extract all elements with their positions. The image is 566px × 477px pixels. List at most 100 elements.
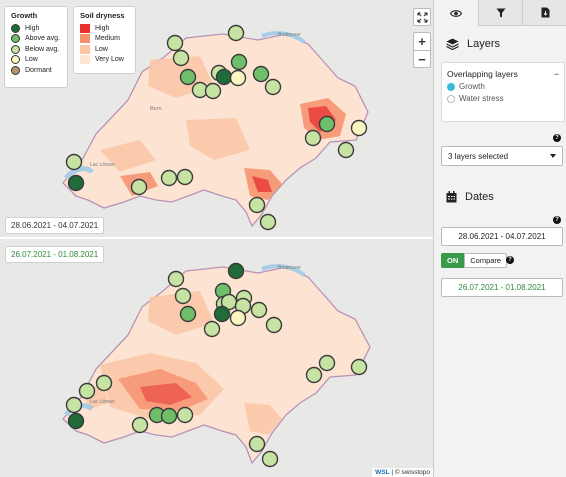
compare-label[interactable]: Compare [464,253,508,268]
growth-top-marker[interactable] [65,153,83,171]
overlap-option-water-stress[interactable]: Water stress [447,94,559,103]
map-area[interactable]: Bodensee Bern Lac Léman [0,0,433,477]
map-attribution: WSL | © swisstopo [372,468,433,477]
growth-bottom-marker[interactable] [160,407,178,425]
label-lac-leman-bottom: Lac Léman [90,399,115,405]
map-panel-bottom[interactable]: Bodensee Lac Léman [0,239,433,477]
growth-bottom-marker[interactable] [318,354,336,372]
growth-bottom-marker[interactable] [131,416,149,434]
overlapping-layers-box: Overlapping layers − Growth Water stress [441,62,565,122]
soil-legend-swatch [80,55,90,65]
growth-top-marker[interactable] [67,174,85,192]
growth-legend-row: Below avg. [11,44,61,55]
growth-legend-title: Growth [11,11,38,20]
growth-top-marker[interactable] [215,68,233,86]
calendar-icon [446,191,457,203]
growth-legend-swatch [11,44,20,54]
growth-top-marker[interactable] [229,69,247,87]
growth-bottom-marker[interactable] [176,406,194,424]
growth-top-marker[interactable] [318,115,336,133]
eye-icon [449,9,462,17]
compare-toggle[interactable]: ON Compare [441,253,508,268]
map-date-label-bottom: 26.07.2021 - 01.08.2021 [5,246,105,263]
growth-top-marker[interactable] [166,34,184,52]
growth-bottom-marker[interactable] [179,305,197,323]
tab-layers[interactable] [434,0,478,26]
growth-bottom-marker[interactable] [65,396,83,414]
growth-legend-label: High [25,24,40,32]
soil-legend-swatch [80,23,90,33]
radio-growth[interactable] [447,82,455,91]
growth-top-marker[interactable] [304,129,322,147]
growth-top-marker[interactable] [160,169,178,187]
help-icon-layers[interactable]: ? [553,134,561,142]
zoom-out-button[interactable]: − [413,50,431,68]
dates-section-title: Dates [446,191,494,203]
growth-top-marker[interactable] [252,65,270,83]
growth-top-marker[interactable] [259,213,277,231]
tab-download[interactable] [522,0,566,26]
growth-legend-row: Low [11,55,61,66]
collapse-button[interactable]: − [554,69,559,79]
layers-select[interactable]: 3 layers selected [441,146,563,166]
growth-bottom-marker[interactable] [248,435,266,453]
growth-markers-top [65,24,368,231]
expand-icon [416,11,428,23]
side-panel: Layers Overlapping layers − Growth Water… [433,0,566,477]
overlap-option-growth[interactable]: Growth [447,82,559,91]
growth-bottom-marker[interactable] [174,287,192,305]
date-range-input-2[interactable]: 26.07.2021 - 01.08.2021 [441,278,563,297]
zoom-in-button[interactable]: + [413,32,431,50]
growth-top-marker[interactable] [230,53,248,71]
toggle-on-button[interactable]: ON [441,253,465,268]
help-icon-compare[interactable]: ? [506,256,514,264]
expand-button[interactable] [413,8,431,26]
overlap-option-growth-label: Growth [459,82,485,91]
growth-top-marker[interactable] [264,78,282,96]
growth-bottom-marker[interactable] [67,412,85,430]
growth-top-marker[interactable] [179,68,197,86]
growth-legend-row: High [11,23,61,34]
layers-select-value: 3 layers selected [448,151,509,161]
label-bern-top: Bern [150,106,162,112]
growth-top-marker[interactable] [350,119,368,137]
map-bottom-svg: Bodensee Lac Léman [0,239,433,477]
growth-bottom-marker[interactable] [305,366,323,384]
map-date-label-top: 28.06.2021 - 04.07.2021 [5,217,105,234]
attribution-swisstopo-link[interactable]: © swisstopo [394,469,430,476]
growth-top-marker[interactable] [130,178,148,196]
growth-top-marker[interactable] [248,196,266,214]
growth-legend-row: Above avg. [11,34,61,45]
attribution-wsl-link[interactable]: WSL [375,469,390,476]
growth-top-marker[interactable] [204,82,222,100]
growth-legend-swatch [11,34,20,44]
growth-bottom-marker[interactable] [229,309,247,327]
growth-bottom-marker[interactable] [250,301,268,319]
growth-legend-label: Low [25,56,38,64]
soil-legend-label: High [95,24,110,32]
growth-bottom-marker[interactable] [78,382,96,400]
growth-top-marker[interactable] [227,24,245,42]
growth-top-marker[interactable] [176,168,194,186]
tab-filter[interactable] [477,0,523,26]
growth-bottom-marker[interactable] [227,262,245,280]
overlap-option-water-stress-label: Water stress [459,94,504,103]
date-range-input-1[interactable]: 28.06.2021 - 04.07.2021 [441,227,563,246]
layers-title-text: Layers [467,38,501,50]
growth-bottom-marker[interactable] [95,374,113,392]
growth-bottom-marker[interactable] [167,270,185,288]
soil-legend-swatch [80,44,90,54]
map-panel-top[interactable]: Bodensee Bern Lac Léman [0,0,433,238]
label-lac-leman-top: Lac Léman [90,162,115,168]
growth-bottom-marker[interactable] [265,316,283,334]
growth-bottom-marker[interactable] [261,450,279,468]
growth-bottom-marker[interactable] [350,358,368,376]
growth-bottom-marker[interactable] [213,305,231,323]
radio-water-stress[interactable] [447,94,455,103]
growth-top-marker[interactable] [337,141,355,159]
growth-legend-label: Above avg. [25,35,61,43]
growth-top-marker[interactable] [172,49,190,67]
soil-legend-label: Medium [95,35,120,43]
growth-bottom-marker[interactable] [203,320,221,338]
help-icon-dates[interactable]: ? [553,216,561,224]
